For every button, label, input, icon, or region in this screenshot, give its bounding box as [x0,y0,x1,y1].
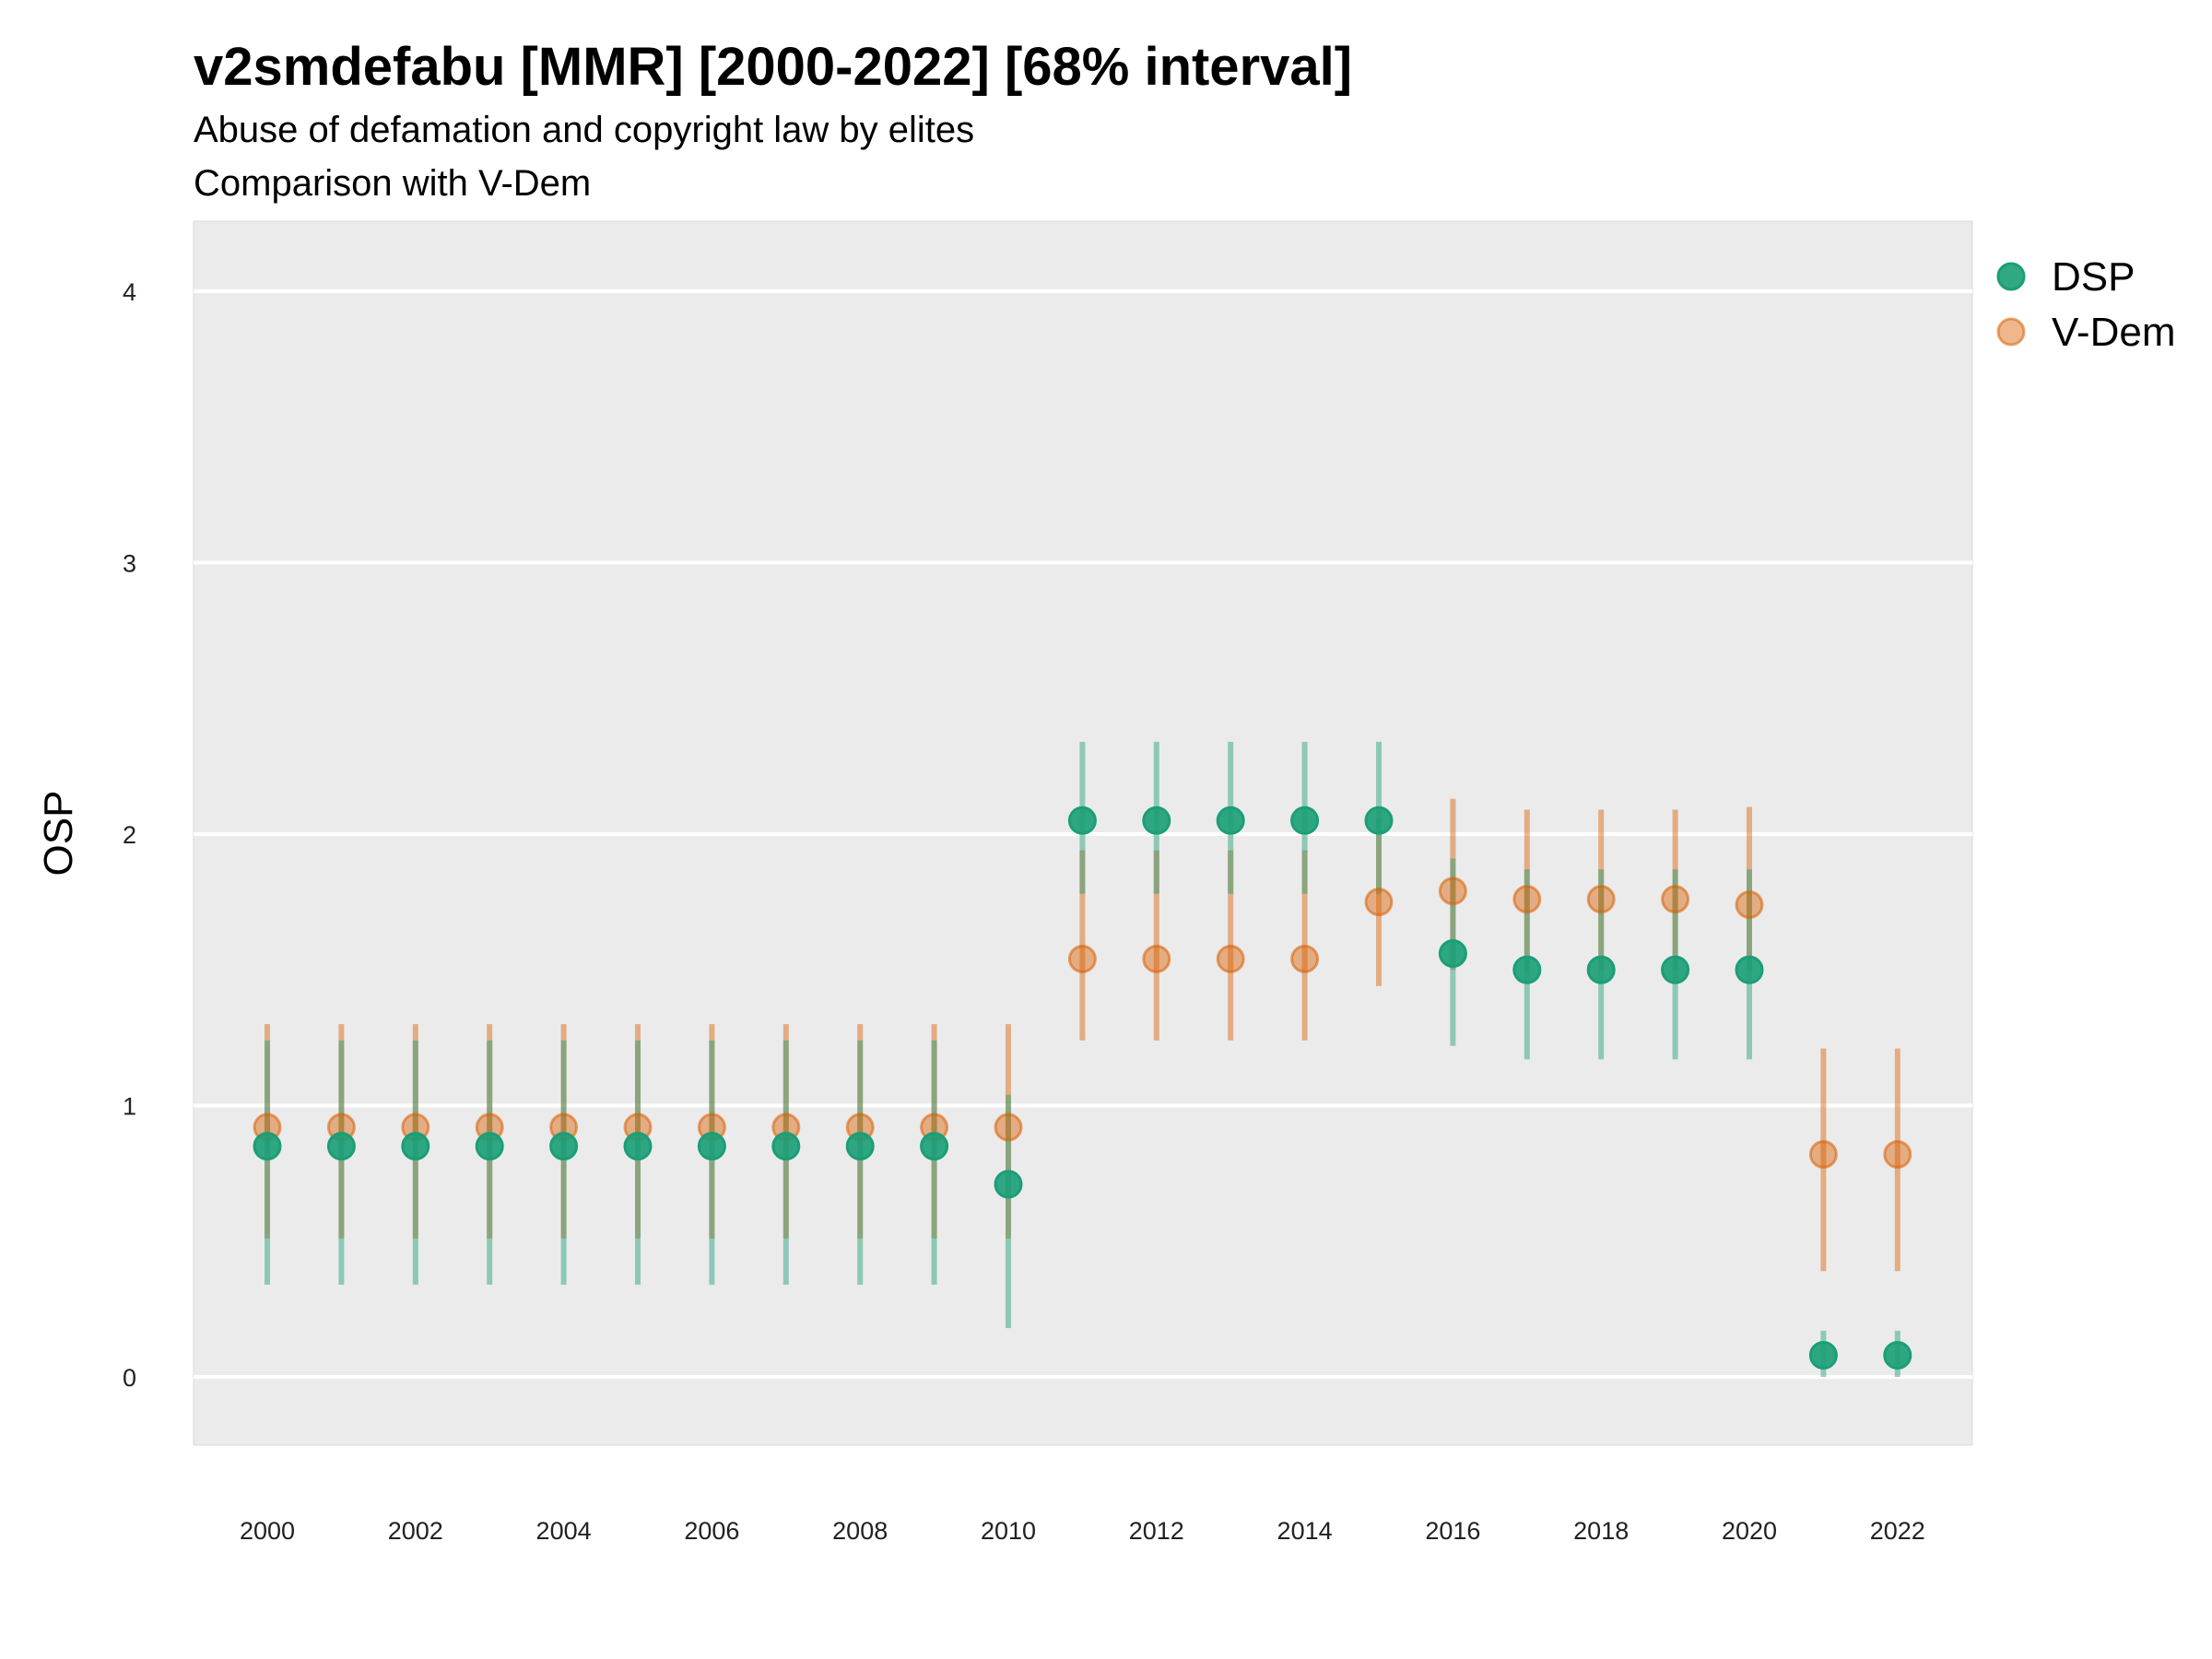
x-tick-label-2004: 2004 [536,1517,592,1545]
y-axis-ticks: 0 1 2 3 4 [123,278,136,1392]
x-tick-label-2018: 2018 [1573,1517,1629,1545]
point-dsp-2004 [549,1132,579,1161]
y-axis-label: OSP [36,791,81,877]
point-v-dem-2013 [1216,944,1245,973]
legend-label-dsp: DSP [2052,254,2135,300]
legend-marker-v-dem [1996,317,2026,347]
point-dsp-2002 [401,1132,430,1161]
point-v-dem-2019 [1661,885,1690,914]
x-tick-label-2002: 2002 [388,1517,443,1545]
point-v-dem-2021 [1808,1140,1838,1170]
point-dsp-2003 [475,1132,504,1161]
point-dsp-2006 [697,1132,726,1161]
point-v-dem-2017 [1512,885,1542,914]
grid-lines [194,289,1972,1379]
x-tick-label-2012: 2012 [1129,1517,1184,1545]
point-dsp-2010 [994,1170,1023,1199]
data-points [253,806,1912,1370]
chart-title: v2smdefabu [MMR] [2000-2022] [68% interv… [194,37,1352,97]
legend-marker-dsp [1996,262,2026,291]
y-tick-label-3: 3 [123,550,136,578]
x-axis-ticks: 2000 2002 2004 2006 2008 2010 2012 2014 2016 2018… [240,1517,1925,1545]
point-v-dem-2010 [994,1112,1023,1142]
x-tick-label-2006: 2006 [684,1517,739,1545]
point-v-dem-2018 [1586,885,1616,914]
x-tick-label-2008: 2008 [832,1517,888,1545]
point-dsp-2012 [1142,806,1171,835]
x-tick-label-2016: 2016 [1425,1517,1480,1545]
legend-label-v-dem: V-Dem [2052,310,2175,355]
chart-subtitle-line-2: Comparison with V-Dem [194,163,591,204]
x-tick-label-2000: 2000 [240,1517,295,1545]
y-tick-label-0: 0 [123,1364,136,1392]
point-v-dem-2014 [1290,944,1320,973]
x-tick-label-2022: 2022 [1870,1517,1925,1545]
chart-subtitle-line-1: Abuse of defamation and copyright law by… [194,110,974,150]
point-dsp-2014 [1290,806,1320,835]
point-dsp-2000 [253,1132,282,1161]
point-dsp-2013 [1216,806,1245,835]
y-tick-label-4: 4 [123,278,136,306]
x-tick-label-2014: 2014 [1277,1517,1333,1545]
y-tick-label-1: 1 [123,1093,136,1121]
point-dsp-2017 [1512,955,1542,984]
point-dsp-2020 [1735,955,1764,984]
point-v-dem-2020 [1735,890,1764,920]
point-dsp-2021 [1808,1340,1838,1370]
point-dsp-2018 [1586,955,1616,984]
point-v-dem-2011 [1067,944,1097,973]
point-dsp-2019 [1661,955,1690,984]
point-v-dem-2022 [1883,1140,1912,1170]
point-dsp-2007 [771,1132,801,1161]
y-tick-label-2: 2 [123,821,136,849]
point-dsp-2022 [1883,1340,1912,1370]
point-v-dem-2012 [1142,944,1171,973]
x-tick-label-2020: 2020 [1722,1517,1777,1545]
point-dsp-2005 [623,1132,653,1161]
point-dsp-2001 [326,1132,356,1161]
point-v-dem-2015 [1364,888,1394,917]
point-dsp-2011 [1067,806,1097,835]
point-dsp-2016 [1438,939,1467,969]
point-dsp-2015 [1364,806,1394,835]
point-dsp-2008 [845,1132,875,1161]
point-dsp-2009 [920,1132,949,1161]
point-v-dem-2016 [1438,877,1467,906]
legend: DSP V-Dem [1996,254,2175,355]
x-tick-label-2010: 2010 [981,1517,1036,1545]
